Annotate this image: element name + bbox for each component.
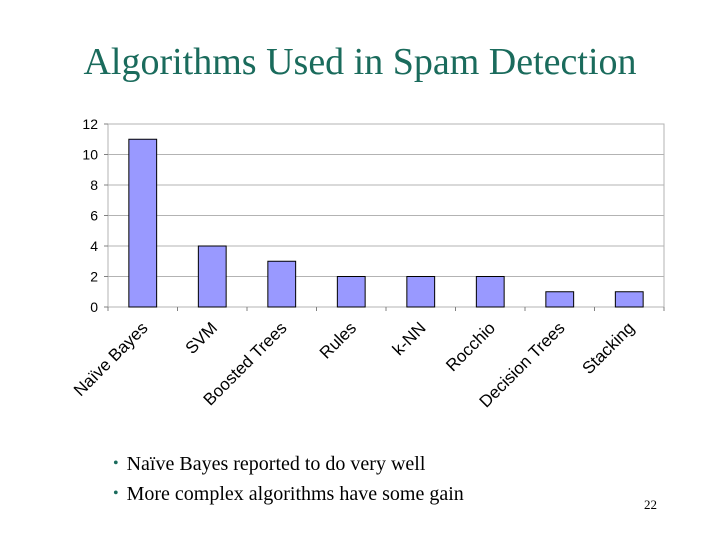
- bullet-list: • Naïve Bayes reported to do very well • M…: [113, 450, 464, 510]
- y-tick-label: 12: [82, 116, 98, 132]
- bars: [128, 138, 644, 308]
- bar: [128, 138, 158, 308]
- category-label: Rules: [316, 318, 360, 362]
- y-tick-label: 6: [90, 208, 98, 224]
- y-tick-label: 10: [82, 147, 98, 163]
- bar: [336, 276, 366, 308]
- bar: [545, 291, 575, 308]
- category-label: Stacking: [579, 318, 639, 378]
- category-label: SVM: [182, 318, 221, 357]
- y-tick-label: 4: [90, 238, 98, 254]
- bar: [614, 291, 644, 308]
- bullet-icon: •: [113, 485, 119, 502]
- bullet-item: • More complex algorithms have some gain: [113, 483, 464, 505]
- slide-title: Algorithms Used in Spam Detection: [83, 41, 637, 83]
- y-tick-label: 2: [90, 269, 98, 285]
- bar: [406, 276, 436, 308]
- y-tick-label: 8: [90, 177, 98, 193]
- page-number: 22: [644, 497, 657, 512]
- category-label: k-NN: [389, 318, 430, 359]
- x-axis-ticks: [107, 307, 665, 311]
- category-label: Naïve Bayes: [70, 318, 152, 400]
- bullet-icon: •: [113, 455, 119, 472]
- y-tick-label: 0: [90, 299, 98, 315]
- bar: [197, 245, 227, 308]
- bar: [475, 276, 505, 308]
- category-label: Rocchio: [442, 318, 499, 375]
- bar: [267, 260, 297, 308]
- bullet-item: • Naïve Bayes reported to do very well: [113, 453, 426, 475]
- y-axis-ticks: 0 2 4 6 8 10 12: [82, 116, 108, 315]
